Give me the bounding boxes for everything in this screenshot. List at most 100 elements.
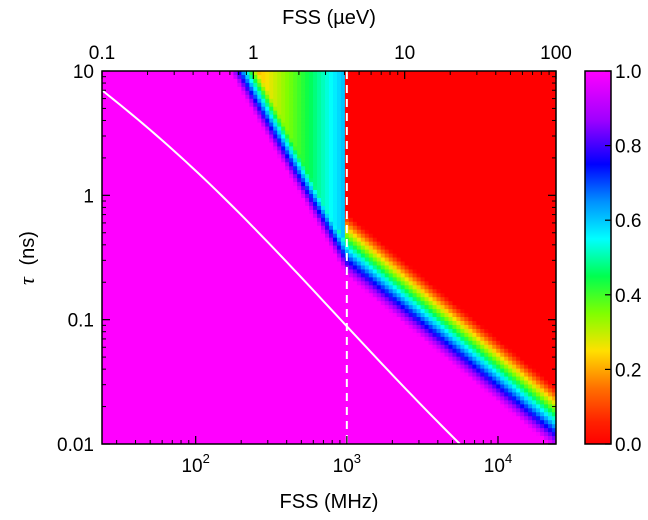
heatmap-cell (141, 261, 147, 267)
heatmap-cell (305, 217, 310, 223)
heatmap-cell (249, 305, 254, 310)
heatmap-cell (289, 432, 294, 437)
heatmap-cell (125, 186, 131, 191)
heatmap-cell (249, 281, 254, 286)
heatmap-cell (269, 309, 274, 314)
heatmap-cell (209, 122, 215, 128)
heatmap-cell (281, 440, 286, 444)
heatmap-cell (313, 102, 318, 108)
heatmap-cell (229, 360, 235, 366)
heatmap-cell (125, 94, 131, 100)
heatmap-cell (209, 194, 215, 199)
heatmap-cell (281, 376, 286, 382)
heatmap-cell (125, 217, 131, 223)
heatmap-cell (141, 154, 147, 159)
heatmap-cell (185, 142, 191, 147)
heatmap-cell (249, 360, 254, 366)
heatmap-cell (253, 352, 258, 358)
heatmap-cell (185, 317, 191, 322)
heatmap-cell (189, 182, 195, 187)
heatmap-cell (125, 233, 131, 239)
heatmap-cell (213, 309, 219, 314)
heatmap-cell (169, 332, 175, 338)
heatmap-cell (177, 229, 183, 235)
heatmap-cell (225, 309, 231, 314)
heatmap-cell (289, 320, 294, 326)
heatmap-cell (125, 408, 131, 413)
heatmap-cell (289, 396, 294, 401)
heatmap-cell (273, 376, 278, 382)
heatmap-cell (109, 237, 115, 243)
heatmap-cell (189, 388, 195, 394)
heatmap-cell (189, 352, 195, 358)
heatmap-cell (189, 372, 195, 378)
heatmap-cell (221, 376, 227, 382)
heatmap-cell (169, 277, 175, 282)
heatmap-cell (229, 320, 235, 326)
heatmap-cell (153, 277, 159, 282)
heatmap-cell (109, 432, 115, 437)
heatmap-cell (213, 142, 219, 147)
heatmap-cell (281, 368, 286, 374)
heatmap-cell (249, 130, 254, 136)
heatmap-cell (217, 297, 223, 302)
heatmap-cell (157, 162, 163, 167)
heatmap-cell (221, 253, 227, 259)
heatmap-cell (117, 324, 123, 330)
heatmap-cell (185, 154, 191, 159)
heatmap-cell (293, 404, 298, 409)
heatmap-cell (253, 126, 258, 132)
heatmap-cell (125, 273, 131, 278)
heatmap-cell (117, 317, 123, 322)
heatmap-cell (161, 217, 167, 223)
heatmap-cell (213, 114, 219, 120)
heatmap-cell (245, 74, 250, 80)
heatmap-cell (145, 384, 151, 390)
heatmap-cell (121, 293, 127, 298)
heatmap-cell (125, 138, 131, 144)
heatmap-cell (141, 162, 147, 167)
heatmap-cell (181, 273, 187, 278)
heatmap-cell (105, 94, 111, 100)
heatmap-cell (277, 293, 282, 298)
heatmap-cell (205, 158, 211, 163)
heatmap-cell (309, 142, 314, 147)
heatmap-cell (133, 106, 139, 112)
heatmap-cell (245, 82, 250, 88)
heatmap-cell (121, 194, 127, 199)
heatmap-cell (145, 317, 151, 322)
heatmap-cell (289, 408, 294, 413)
heatmap-cell (229, 301, 235, 306)
heatmap-cell (293, 261, 298, 267)
heatmap-cell (273, 249, 278, 255)
heatmap-cell (233, 86, 238, 92)
heatmap-cell (281, 412, 286, 417)
heatmap-cell (309, 352, 314, 358)
heatmap-cell (117, 233, 123, 239)
heatmap-cell (145, 376, 151, 382)
heatmap-cell (273, 320, 278, 326)
heatmap-cell (293, 162, 298, 167)
heatmap-cell (237, 138, 242, 144)
heatmap-cell (277, 71, 282, 76)
heatmap-cell (217, 98, 223, 104)
heatmap-cell (197, 229, 203, 235)
heatmap-cell (157, 241, 163, 247)
heatmap-cell (233, 71, 238, 76)
heatmap-cell (133, 328, 139, 334)
heatmap-cell (261, 384, 266, 390)
heatmap-cell (237, 201, 242, 207)
heatmap-cell (293, 118, 298, 124)
heatmap-cell (189, 408, 195, 413)
heatmap-cell (185, 221, 191, 227)
heatmap-cell (209, 71, 215, 76)
heatmap-cell (102, 237, 107, 243)
heatmap-cell (165, 412, 171, 417)
heatmap-cell (233, 364, 238, 370)
heatmap-cell (261, 289, 266, 294)
heatmap-cell (193, 400, 199, 405)
heatmap-cell (225, 213, 231, 219)
heatmap-cell (125, 229, 131, 235)
heatmap-cell (189, 344, 195, 350)
heatmap-cell (102, 392, 107, 397)
